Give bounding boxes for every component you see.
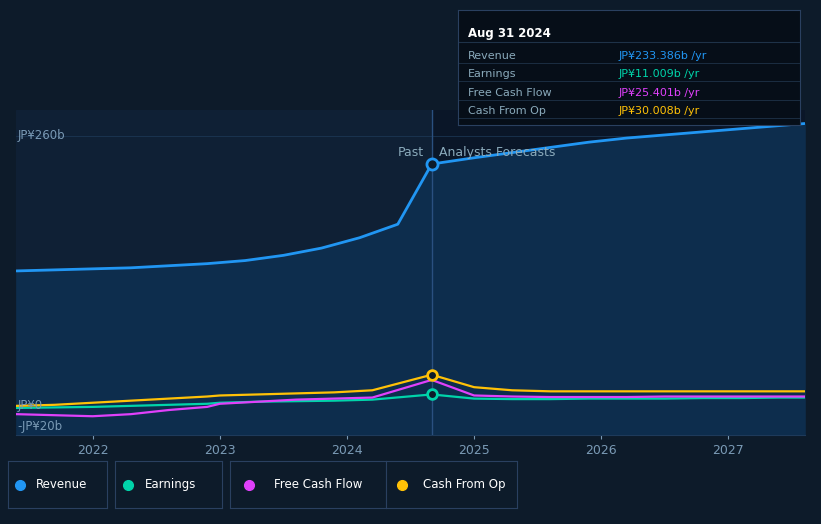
- Text: Cash From Op: Cash From Op: [468, 106, 546, 116]
- Text: JP¥25.401b /yr: JP¥25.401b /yr: [619, 88, 700, 98]
- Text: Cash From Op: Cash From Op: [423, 478, 505, 491]
- Bar: [16, 110, 432, 435]
- Text: -JP¥20b: -JP¥20b: [18, 420, 63, 433]
- Text: Revenue: Revenue: [468, 51, 517, 61]
- Text: JP¥233.386b /yr: JP¥233.386b /yr: [619, 51, 707, 61]
- Text: Analysts Forecasts: Analysts Forecasts: [439, 146, 556, 159]
- Text: Earnings: Earnings: [144, 478, 196, 491]
- Text: Earnings: Earnings: [468, 69, 516, 80]
- Text: JP¥30.008b /yr: JP¥30.008b /yr: [619, 106, 700, 116]
- Text: Free Cash Flow: Free Cash Flow: [273, 478, 362, 491]
- Text: JP¥0: JP¥0: [18, 399, 43, 412]
- Text: Revenue: Revenue: [36, 478, 87, 491]
- Text: Aug 31 2024: Aug 31 2024: [468, 27, 551, 40]
- Text: JP¥260b: JP¥260b: [18, 129, 66, 143]
- Text: JP¥11.009b /yr: JP¥11.009b /yr: [619, 69, 700, 80]
- Text: Free Cash Flow: Free Cash Flow: [468, 88, 552, 98]
- Bar: [432, 110, 805, 435]
- Text: Past: Past: [398, 146, 424, 159]
